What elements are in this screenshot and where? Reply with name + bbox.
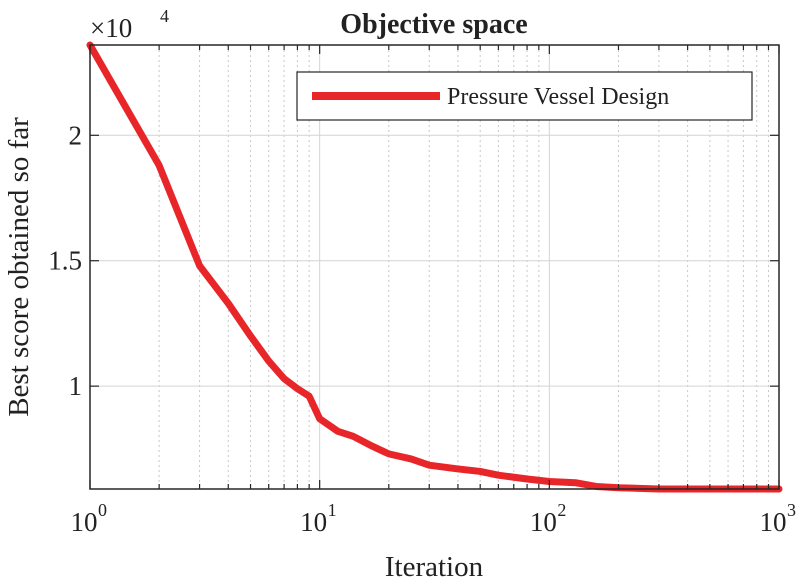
legend-entry-pressure-vessel-design: Pressure Vessel Design bbox=[447, 84, 669, 110]
series-layer bbox=[86, 41, 783, 493]
y-multiplier-exponent: 4 bbox=[160, 6, 169, 26]
x-tick-label-exponent: 0 bbox=[98, 500, 107, 520]
x-tick-label-exponent: 3 bbox=[787, 500, 796, 520]
chart-title: Objective space bbox=[340, 9, 527, 40]
tick-marks bbox=[89, 45, 780, 489]
x-tick-label-base: 10 bbox=[71, 507, 98, 537]
x-tick-label-base: 10 bbox=[300, 507, 327, 537]
x-tick-label-exponent: 1 bbox=[328, 500, 337, 520]
y-tick-label: 1.5 bbox=[48, 246, 82, 276]
x-tick-label-exponent: 2 bbox=[557, 500, 566, 520]
x-tick-label: 10 1 bbox=[300, 500, 337, 537]
x-tick-label-base: 10 bbox=[530, 507, 557, 537]
x-tick-label-base: 10 bbox=[760, 507, 787, 537]
y-multiplier: ×10 4 bbox=[90, 6, 169, 43]
x-tick-label: 10 2 bbox=[530, 500, 567, 537]
x-tick-label: 10 0 bbox=[71, 500, 108, 537]
y-multiplier-base: ×10 bbox=[90, 13, 132, 43]
y-tick-label: 1 bbox=[69, 371, 83, 401]
y-axis-label: Best score obtained so far bbox=[3, 117, 35, 417]
legend: Pressure Vessel Design bbox=[296, 71, 753, 121]
x-axis-label: Iteration bbox=[385, 551, 484, 581]
series-line-pressure-vessel-design bbox=[86, 41, 783, 493]
tick-labels: 10 0 10 1 10 2 10 311.52 bbox=[48, 120, 796, 537]
y-tick-label: 2 bbox=[69, 120, 83, 150]
axes-frame bbox=[89, 44, 780, 490]
x-tick-label: 10 3 bbox=[760, 500, 797, 537]
